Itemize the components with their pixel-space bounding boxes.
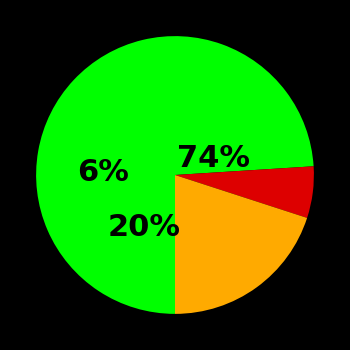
- Wedge shape: [36, 36, 314, 314]
- Text: 74%: 74%: [177, 144, 250, 173]
- Text: 6%: 6%: [77, 158, 129, 187]
- Wedge shape: [175, 166, 314, 218]
- Text: 20%: 20%: [108, 213, 181, 242]
- Wedge shape: [175, 175, 307, 314]
